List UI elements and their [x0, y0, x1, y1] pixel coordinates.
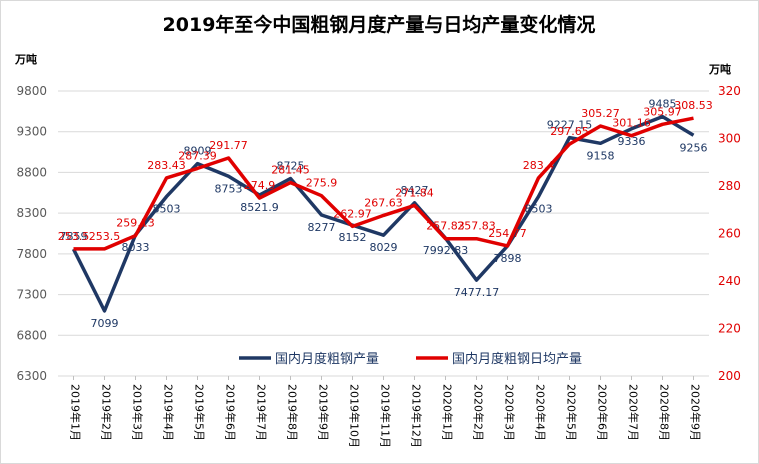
right-y-axis: 200 220 240 260 280 300 320 [718, 84, 741, 383]
data-label-daily-output: 301.16 [612, 117, 651, 130]
data-label-daily-output: 283.4 [523, 159, 555, 172]
data-label-monthly-output: 8152 [339, 231, 367, 244]
x-tick-label: 2020年9月 [689, 384, 703, 441]
x-tick-label: 2019年7月 [255, 384, 269, 441]
data-label-daily-output: 308.53 [674, 99, 713, 112]
series-line-monthly-output [71, 114, 695, 313]
x-tick-label: 2019年10月 [348, 384, 362, 448]
right-y-tick-label: 200 [718, 369, 741, 383]
data-label-daily-output: 291.77 [209, 139, 248, 152]
data-labels: 7859 7099 8033 8503 8909 8753 8521.9 8725 827781… [58, 98, 713, 330]
data-label-daily-output: 305.27 [581, 107, 620, 120]
legend-label-daily-output: 国内月度粗钢日均产量 [452, 351, 582, 367]
data-label-monthly-output: 7477.17 [454, 286, 500, 299]
data-label-monthly-output: 9336 [618, 135, 646, 148]
x-tick-label: 2019年8月 [286, 384, 300, 441]
right-y-tick-label: 260 [718, 227, 741, 241]
x-tick-label: 2019年6月 [224, 384, 238, 441]
right-y-tick-label: 220 [718, 322, 741, 336]
data-label-monthly-output: 8521.9 [240, 201, 279, 214]
left-y-tick-label: 6300 [16, 369, 47, 383]
left-y-tick-label: 9300 [16, 125, 47, 139]
left-y-tick-label: 8800 [16, 165, 47, 179]
data-label-daily-output: 262.97 [333, 207, 372, 220]
x-tick-label: 2020年8月 [658, 384, 672, 441]
x-tick-label: 2019年3月 [131, 384, 145, 441]
data-label-daily-output: 305.97 [643, 105, 682, 118]
left-y-tick-label: 7300 [16, 288, 47, 302]
data-label-daily-output: 267.63 [364, 196, 403, 209]
gridlines [58, 90, 709, 377]
data-label-monthly-output: 8503 [153, 203, 181, 216]
data-label-monthly-output: 8753 [215, 182, 243, 195]
data-label-monthly-output: 8909 [184, 145, 212, 158]
x-tick-label: 2019年2月 [100, 384, 114, 441]
x-tick-label: 2020年1月 [441, 384, 455, 441]
left-y-tick-label: 8300 [16, 206, 47, 220]
data-label-monthly-output: 9485 [649, 98, 677, 111]
legend-label-monthly-output: 国内月度粗钢产量 [275, 351, 379, 367]
data-label-monthly-output: 8033 [122, 241, 150, 254]
x-tick-label: 2020年5月 [565, 384, 579, 441]
x-tick-label: 2020年6月 [596, 384, 610, 441]
right-axis-unit: 万吨 [708, 62, 731, 76]
data-label-daily-output: 283.43 [147, 159, 186, 172]
x-axis: 2019年1月 2019年2月 2019年3月 2019年4月 2019年5月 2019年… [69, 376, 703, 448]
data-label-daily-output: 253.5 [58, 230, 90, 243]
x-tick-label: 2019年11月 [379, 384, 393, 448]
x-tick-label: 2019年5月 [193, 384, 207, 441]
right-y-tick-label: 240 [718, 274, 741, 288]
data-label-monthly-output: 8725 [277, 160, 305, 173]
series-line-daily-output [73, 116, 694, 251]
data-label-daily-output: 275.9 [306, 177, 338, 190]
data-label-monthly-output: 7099 [91, 317, 119, 330]
data-label-daily-output: 257.83 [457, 220, 496, 233]
x-tick-label: 2020年7月 [627, 384, 641, 441]
data-label-daily-output: 297.65 [550, 125, 589, 138]
left-y-tick-label: 6800 [16, 328, 47, 342]
data-label-daily-output: 257.83 [426, 220, 465, 233]
x-tick-label: 2020年2月 [472, 384, 486, 441]
data-label-monthly-output: 8503 [525, 203, 553, 216]
data-label-monthly-output: 7992.83 [423, 244, 469, 257]
data-label-daily-output: 253.5 [89, 230, 121, 243]
data-label-daily-output: 281.45 [271, 164, 310, 177]
data-label-monthly-output: 8427 [401, 184, 429, 197]
left-y-tick-label: 7800 [16, 247, 47, 261]
data-label-monthly-output: 9227.15 [547, 119, 593, 132]
right-y-tick-label: 320 [718, 84, 741, 98]
x-tick-label: 2019年4月 [162, 384, 176, 441]
series-lines [71, 114, 695, 313]
data-label-daily-output: 259.13 [116, 217, 155, 230]
data-label-daily-output: 271.84 [395, 186, 434, 199]
data-label-monthly-output: 7898 [494, 252, 522, 265]
x-tick-label: 2019年9月 [317, 384, 331, 441]
x-tick-label: 2020年3月 [503, 384, 517, 441]
data-label-monthly-output: 9256 [680, 141, 708, 154]
data-label-monthly-output: 7859 [60, 230, 88, 243]
x-tick-label: 2019年1月 [69, 384, 83, 441]
data-label-daily-output: 274.9 [244, 179, 276, 192]
left-y-tick-label: 9800 [16, 84, 47, 98]
right-y-tick-label: 280 [718, 179, 741, 193]
left-y-axis: 6300 6800 7300 7800 8300 8800 9300 9800 [16, 84, 47, 383]
legend: 国内月度粗钢产量 国内月度粗钢日均产量 [239, 351, 582, 367]
data-label-monthly-output: 8277 [308, 221, 336, 234]
data-label-daily-output: 254.77 [488, 227, 527, 240]
data-label-monthly-output: 9158 [587, 149, 615, 162]
data-label-daily-output: 287.39 [178, 149, 217, 162]
right-y-tick-label: 300 [718, 132, 741, 146]
left-axis-unit: 万吨 [14, 52, 37, 66]
data-label-monthly-output: 8029 [370, 241, 398, 254]
x-tick-label: 2019年12月 [410, 384, 424, 448]
x-tick-label: 2020年4月 [534, 384, 548, 441]
chart-title: 2019年至今中国粗钢月度产量与日均产量变化情况 [163, 13, 596, 36]
